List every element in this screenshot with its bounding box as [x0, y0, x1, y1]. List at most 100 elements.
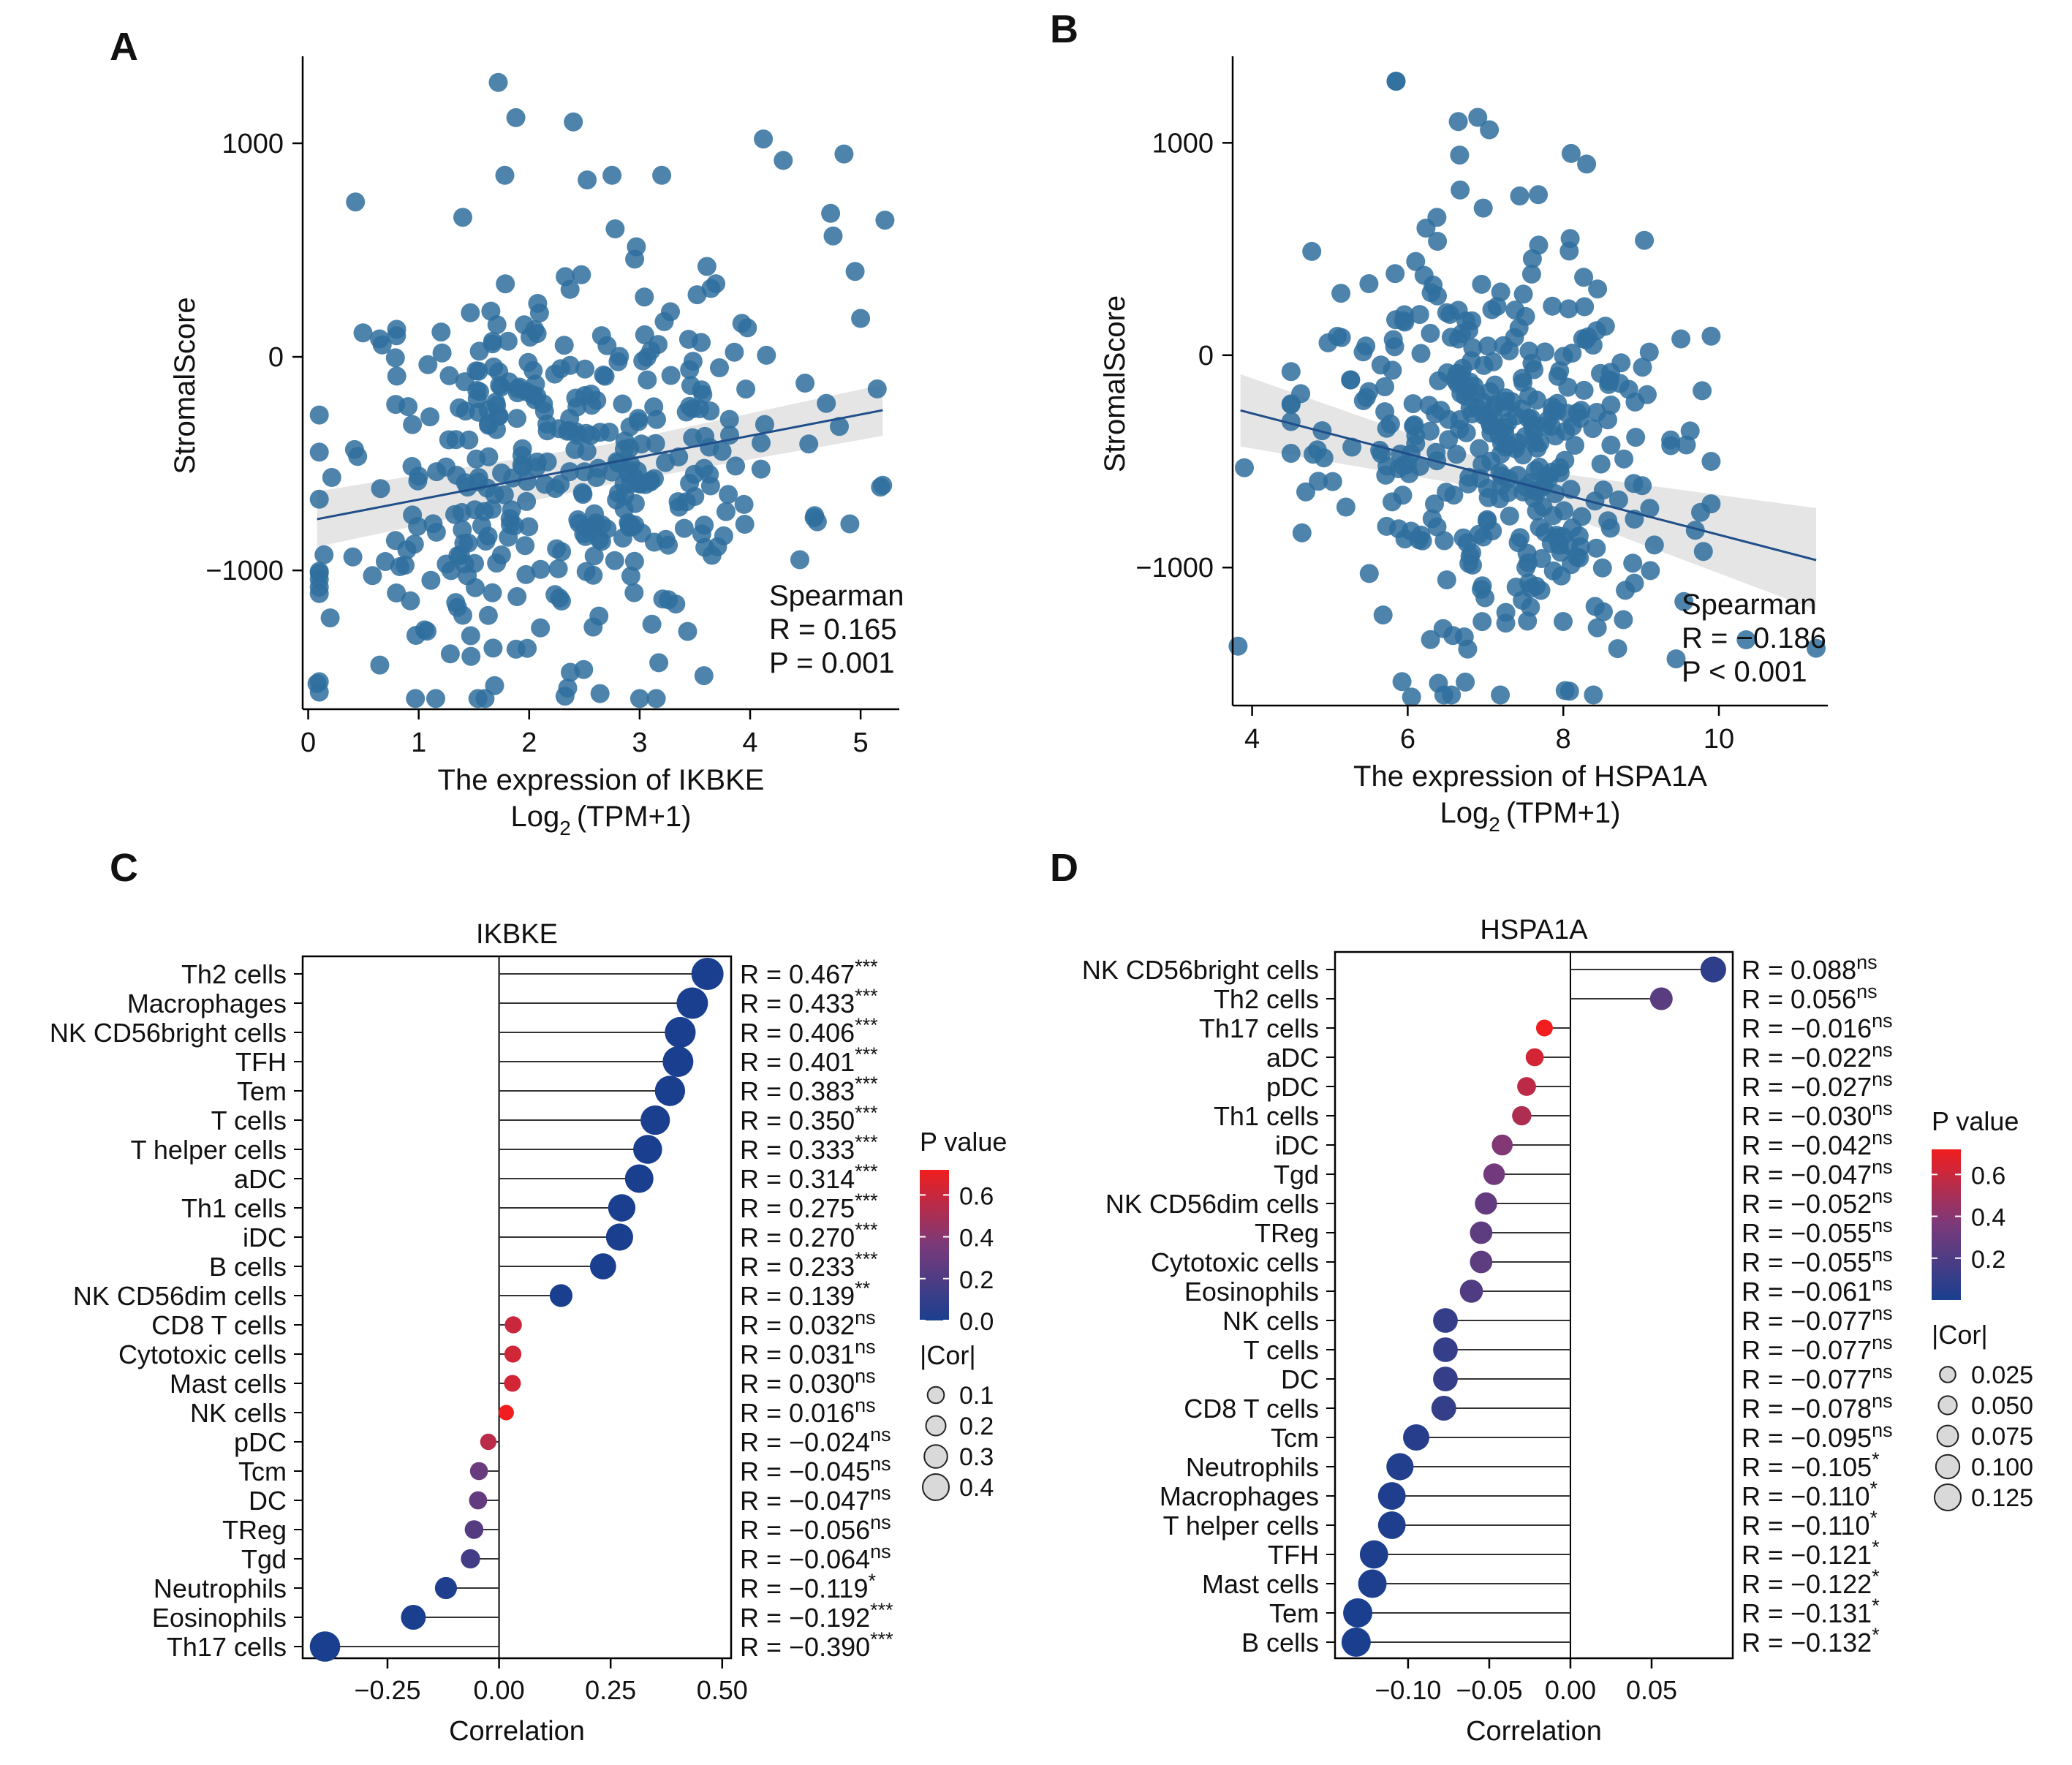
scatter-point — [1550, 458, 1570, 477]
r-value: R = 0.275 — [740, 1193, 855, 1223]
lollipop-dot — [589, 1253, 616, 1280]
x-axis-unit-sub: 2 — [559, 817, 571, 839]
scatter-point — [1406, 434, 1426, 453]
scatter-point — [385, 348, 405, 368]
scatter-point — [517, 491, 537, 511]
scatter-point — [1459, 474, 1478, 494]
scatter-point — [1623, 553, 1643, 573]
scatter-point — [506, 639, 526, 659]
scatter-point — [817, 393, 836, 413]
scatter-point — [656, 529, 676, 549]
scatter-point — [1460, 398, 1480, 418]
x-tick-label: 10 — [1704, 724, 1734, 755]
scatter-point — [1392, 672, 1412, 692]
scatter-point — [1331, 284, 1351, 303]
panel-a-scatter: A 1000 0 −1000 0 1 2 3 4 5 The expression of IKBKE… — [110, 25, 904, 839]
x-axis-title: Correlation — [449, 1716, 585, 1747]
scatter-point — [1421, 323, 1440, 343]
scatter-point — [840, 514, 860, 534]
r-value-label: R = 0.031ns — [740, 1336, 876, 1369]
scatter-point — [561, 662, 580, 682]
r-value-label: R = −0.022ns — [1742, 1039, 1893, 1073]
scatter-point — [353, 323, 373, 343]
x-axis-unit: Log2 (TPM+1) — [510, 801, 691, 839]
scatter-point — [1478, 336, 1497, 356]
scatter-point — [1583, 419, 1603, 439]
x-axis-unit-log: Log — [510, 801, 559, 833]
cell-type-label: NK CD56dim cells — [73, 1281, 287, 1311]
scatter-point — [614, 475, 634, 494]
scatter-point — [845, 262, 865, 281]
scatter-point — [624, 583, 644, 602]
scatter-point — [1409, 530, 1429, 550]
significance-mark: ns — [1872, 1273, 1893, 1295]
panel-label: D — [1050, 846, 1078, 890]
scatter-point — [309, 442, 329, 462]
scatter-point — [1559, 241, 1579, 261]
scatter-point — [1519, 553, 1538, 572]
scatter-point — [1693, 542, 1713, 562]
scatter-point — [1529, 185, 1549, 205]
cell-type-label: Tem — [1269, 1598, 1319, 1628]
scatter-point — [577, 442, 597, 461]
scatter-point — [1450, 145, 1470, 165]
scatter-point — [1480, 120, 1500, 140]
cell-type-label: TReg — [1255, 1218, 1319, 1248]
r-value-label: R = −0.016ns — [1742, 1010, 1893, 1043]
scatter-point — [805, 506, 825, 526]
scatter-points — [1228, 72, 1826, 707]
r-value: R = 0.088 — [1742, 955, 1856, 985]
scatter-point — [644, 397, 664, 417]
scatter-point — [1601, 396, 1621, 415]
scatter-point — [1472, 580, 1491, 599]
stats-annotation: P = 0.001 — [769, 647, 895, 679]
scatter-point — [496, 274, 515, 294]
cell-type-label: Neutrophils — [1186, 1452, 1319, 1482]
scatter-point — [1557, 404, 1577, 423]
scatter-point — [624, 551, 644, 571]
significance-mark: * — [1872, 1536, 1880, 1558]
cor-legend-circle — [1934, 1484, 1962, 1511]
lollipop-dot — [1343, 1598, 1373, 1628]
cor-legend-label: 0.100 — [1971, 1454, 2033, 1481]
scatter-point — [695, 458, 714, 478]
cor-legend-label: 0.2 — [959, 1413, 994, 1440]
scatter-point — [1701, 326, 1721, 346]
scatter-point — [659, 590, 678, 610]
scatter-point — [1541, 417, 1561, 436]
scatter-point — [1546, 484, 1565, 504]
scatter-point — [472, 516, 491, 536]
x-tick-label: 5 — [853, 727, 869, 758]
y-axis-title: StromalScore — [1099, 295, 1131, 472]
r-value-label: R = −0.061ns — [1742, 1273, 1893, 1307]
r-value: R = −0.078 — [1742, 1394, 1872, 1424]
scatter-point — [1458, 639, 1478, 659]
scatter-point — [597, 336, 617, 355]
r-value: R = −0.132 — [1742, 1628, 1872, 1658]
scatter-point — [455, 372, 474, 392]
scatter-point — [1619, 379, 1638, 399]
scatter-point — [1509, 318, 1529, 338]
scatter-point — [1521, 597, 1540, 617]
scatter-point — [735, 515, 755, 534]
scatter-point — [371, 479, 390, 499]
cell-type-label: Tgd — [1274, 1160, 1319, 1190]
significance-mark: * — [1869, 1478, 1878, 1500]
cor-legend-label: 0.025 — [1971, 1361, 2033, 1389]
cor-legend-circle — [922, 1473, 950, 1501]
significance-mark: ns — [1872, 1302, 1893, 1324]
r-value: R = 0.350 — [740, 1106, 855, 1135]
x-tick-label: 0.05 — [1626, 1675, 1677, 1705]
scatter-point — [309, 405, 329, 425]
scatter-point — [1543, 561, 1563, 581]
scatter-point — [1639, 342, 1659, 362]
scatter-point — [403, 415, 423, 434]
cell-type-label: CD8 T cells — [151, 1310, 287, 1340]
scatter-point — [483, 638, 503, 658]
r-value-label: R = −0.077ns — [1742, 1361, 1893, 1394]
cor-legend-title: |Cor| — [920, 1340, 976, 1370]
x-tick-label: 0.25 — [585, 1675, 636, 1705]
significance-mark: ns — [1872, 1097, 1893, 1119]
colorbar-tick-label: 0.4 — [959, 1225, 994, 1252]
r-value-label: R = −0.056ns — [740, 1511, 891, 1545]
